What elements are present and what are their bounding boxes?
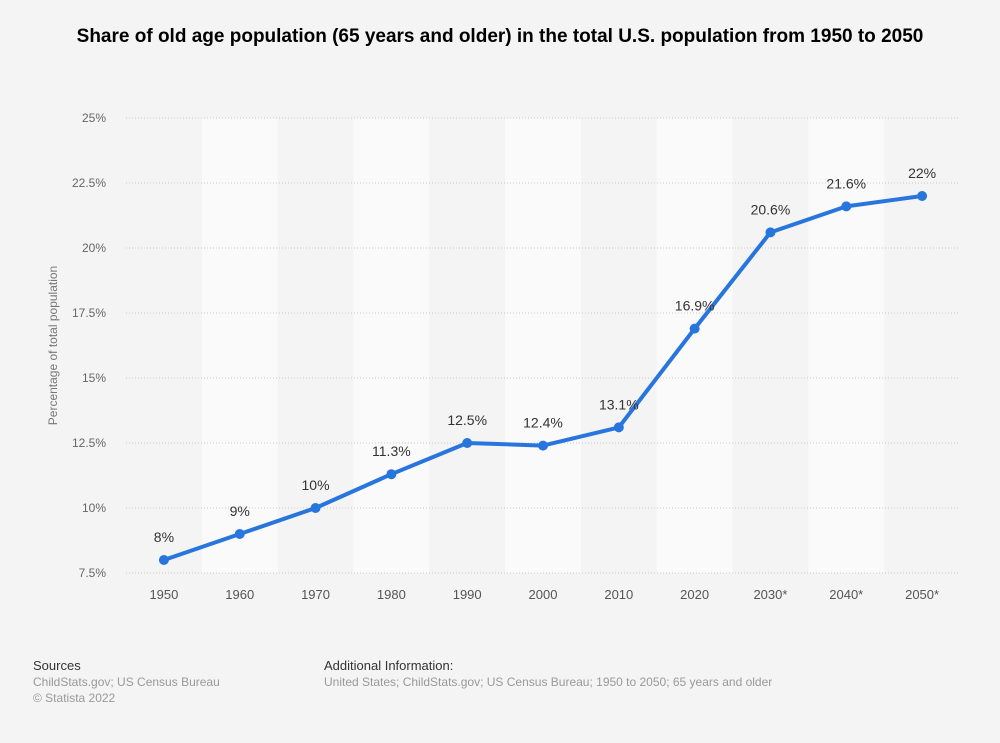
data-label: 16.9% xyxy=(675,298,715,314)
column-band xyxy=(505,118,581,573)
x-tick-label: 2000 xyxy=(529,587,558,602)
data-label: 8% xyxy=(154,529,174,545)
data-point xyxy=(234,529,245,539)
additional-info-text: United States; ChildStats.gov; US Census… xyxy=(324,675,773,689)
y-tick-label: 10% xyxy=(82,501,106,515)
data-point xyxy=(917,191,928,201)
column-band xyxy=(808,118,885,573)
sources-block: Sources ChildStats.gov; US Census Bureau… xyxy=(33,658,220,706)
data-label: 22% xyxy=(908,165,936,181)
copyright: © Statista 2022 xyxy=(33,691,116,705)
data-label: 11.3% xyxy=(372,443,411,459)
x-tick-label: 1950 xyxy=(149,587,178,602)
y-tick-label: 22.5% xyxy=(72,176,106,190)
x-tick-label: 2040* xyxy=(829,587,863,602)
y-tick-label: 15% xyxy=(82,371,106,385)
sources-heading: Sources xyxy=(33,658,81,673)
y-tick-label: 17.5% xyxy=(72,306,106,320)
y-axis-label: Percentage of total population xyxy=(46,266,60,425)
additional-info-heading: Additional Information: xyxy=(324,658,454,673)
data-label: 12.5% xyxy=(447,412,487,428)
data-point xyxy=(765,227,776,238)
chart-title: Share of old age population (65 years an… xyxy=(76,26,924,47)
y-tick-label: 7.5% xyxy=(79,566,107,580)
data-label: 21.6% xyxy=(826,175,866,191)
data-point xyxy=(841,201,852,212)
y-tick-label: 20% xyxy=(82,241,106,255)
x-tick-label: 1990 xyxy=(453,587,482,602)
column-band xyxy=(353,118,430,573)
data-point xyxy=(613,422,624,433)
data-point xyxy=(386,469,397,480)
data-point xyxy=(158,555,169,565)
data-point xyxy=(689,323,700,334)
x-tick-label: 1980 xyxy=(377,587,406,602)
column-band xyxy=(656,118,733,573)
x-tick-label: 2010 xyxy=(604,587,633,602)
data-label: 10% xyxy=(302,477,330,493)
y-tick-label: 12.5% xyxy=(72,436,106,450)
column-band xyxy=(201,118,278,573)
x-tick-label: 2050* xyxy=(905,587,939,602)
data-point xyxy=(538,440,548,451)
additional-info-block: Additional Information: United States; C… xyxy=(324,658,772,690)
data-point xyxy=(462,438,473,448)
data-point xyxy=(310,503,321,513)
data-label: 13.1% xyxy=(599,396,639,412)
x-tick-label: 1960 xyxy=(225,587,254,602)
line-chart: 7.5% 10% 12.5% 15% 17.5% 20% 22.5% 25% 1950 1960 1… xyxy=(46,111,960,602)
x-tick-label: 2030* xyxy=(753,587,787,602)
sources-text: ChildStats.gov; US Census Bureau xyxy=(33,675,220,689)
data-label: 12.4% xyxy=(523,415,563,431)
data-label: 20.6% xyxy=(751,201,791,217)
y-tick-label: 25% xyxy=(82,111,106,125)
x-tick-label: 1970 xyxy=(301,587,330,602)
data-label: 9% xyxy=(230,503,250,519)
x-tick-label: 2020 xyxy=(680,587,709,602)
